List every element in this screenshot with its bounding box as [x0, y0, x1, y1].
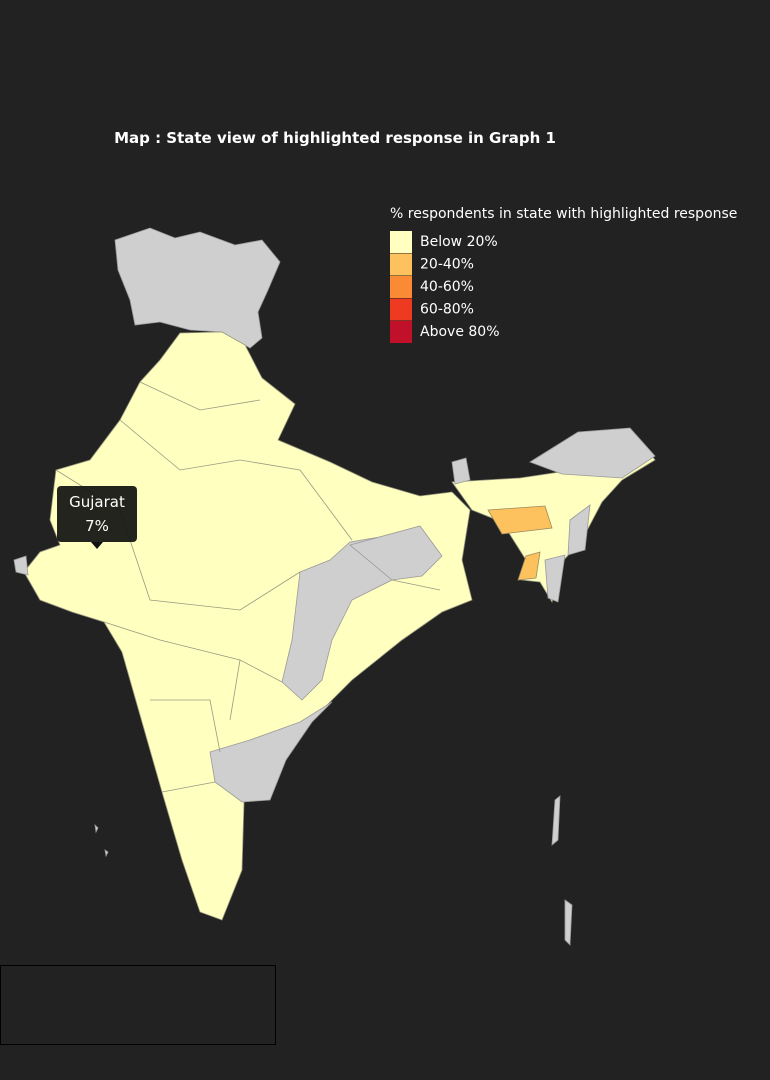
- state-tripura: [517, 551, 541, 581]
- legend-swatch: [390, 321, 412, 343]
- tooltip-value: 7%: [85, 517, 109, 535]
- legend-label: 20-40%: [420, 257, 474, 273]
- state-jammu-kashmir: [114, 227, 281, 349]
- state-mizoram: [544, 554, 566, 603]
- state-arunachal: [529, 427, 656, 479]
- state-manipur: [567, 504, 591, 556]
- tooltip-state: Gujarat: [69, 493, 125, 511]
- legend: Below 20% 20-40% 40-60% 60-80% Above 80%: [390, 231, 500, 343]
- state-mainland: [23, 331, 473, 921]
- state-kutch-edge: [13, 555, 29, 576]
- legend-swatch: [390, 298, 412, 321]
- legend-label: 60-80%: [420, 302, 474, 318]
- tooltip-pointer: [91, 542, 103, 549]
- legend-label: 40-60%: [420, 279, 474, 295]
- india-map: [13, 227, 656, 946]
- legend-swatch: [390, 231, 412, 253]
- legend-swatch: [390, 253, 412, 276]
- islands-lakshadweep: [94, 823, 109, 858]
- state-meghalaya: [487, 505, 553, 535]
- map-title: Map : State view of highlighted response…: [114, 129, 556, 147]
- state-sikkim: [451, 457, 471, 485]
- islands-andaman: [551, 795, 573, 946]
- empty-panel: [0, 965, 276, 1045]
- legend-swatch: [390, 276, 412, 298]
- legend-label: Below 20%: [420, 234, 498, 250]
- tooltip: Gujarat 7%: [57, 486, 137, 549]
- state-borders: [55, 381, 441, 793]
- legend-label: Above 80%: [420, 324, 500, 340]
- state-chhattisgarh: [281, 535, 393, 701]
- tooltip-box: [57, 486, 137, 542]
- state-jharkhand: [349, 525, 443, 581]
- legend-title: % respondents in state with highlighted …: [390, 206, 737, 222]
- state-andhra: [209, 701, 333, 803]
